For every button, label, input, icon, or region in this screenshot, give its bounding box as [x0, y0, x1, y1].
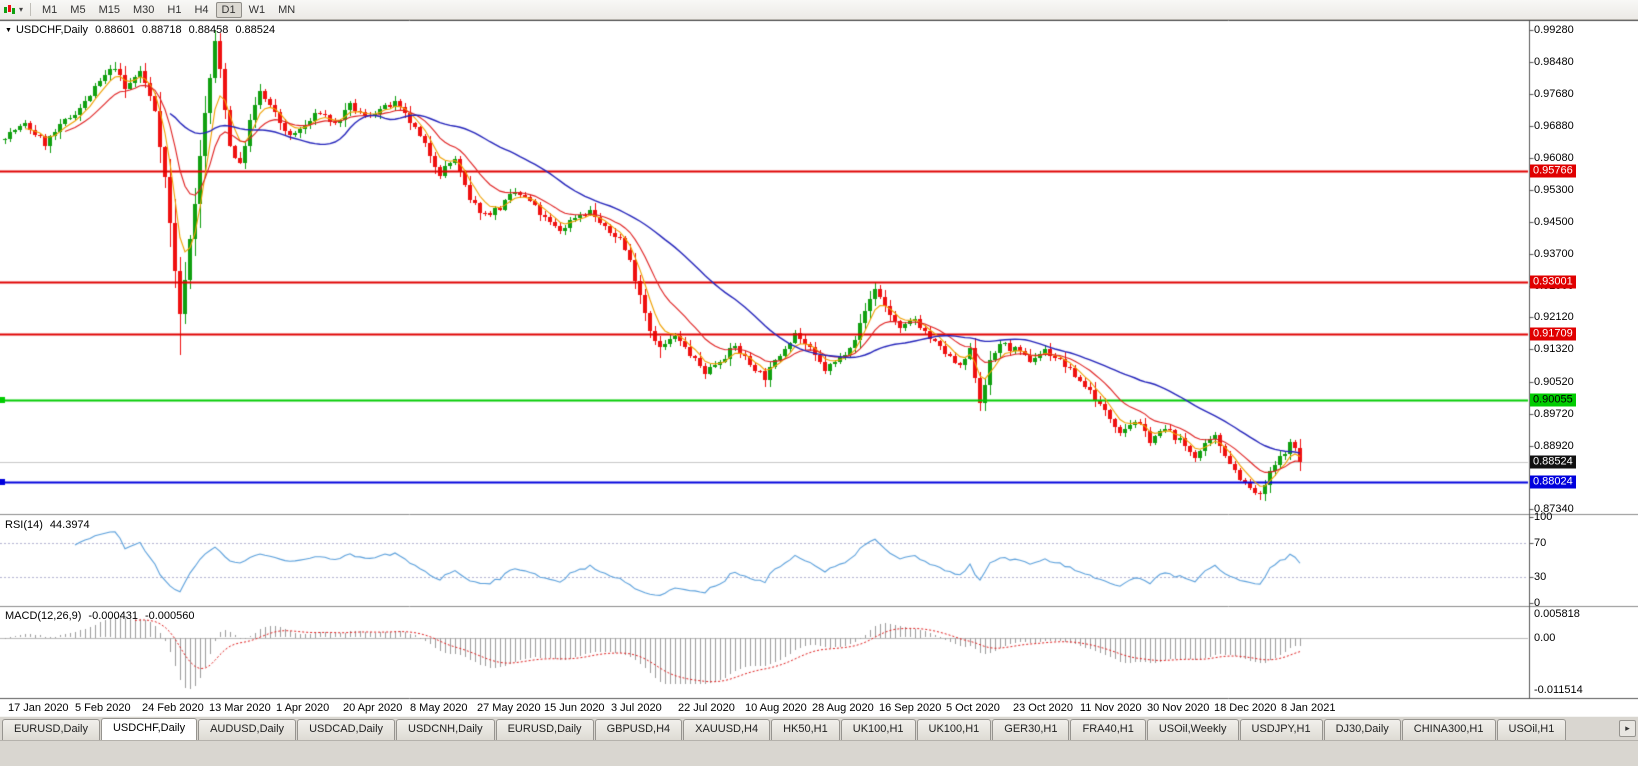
price-axis-label: 0.97680: [1534, 88, 1574, 101]
date-label: 24 Feb 2020: [142, 702, 204, 714]
chart-header: ▼ USDCHF,Daily 0.88601 0.88718 0.88458 0.8852…: [5, 24, 275, 36]
current-price-tag: 0.88524: [1530, 455, 1576, 469]
hline-price-tag[interactable]: 0.90055: [1530, 393, 1576, 407]
date-label: 13 Mar 2020: [209, 702, 271, 714]
chart-tab-usoil-weekly[interactable]: USOil,Weekly: [1146, 719, 1239, 740]
ohlc-open: 0.88601: [95, 24, 135, 36]
timeframe-button-m1[interactable]: M1: [42, 3, 58, 16]
macd-axis-label: 0.00: [1534, 631, 1556, 644]
rsi-axis-label: 100: [1534, 511, 1553, 523]
symbol-dropdown-icon[interactable]: ▼: [5, 27, 12, 34]
price-axis-label: 0.99280: [1534, 24, 1574, 37]
toolbar-separator: [30, 3, 32, 16]
price-axis-label: 0.93700: [1534, 247, 1574, 260]
date-label: 5 Oct 2020: [946, 702, 1000, 714]
timeframe-button-m15[interactable]: M15: [98, 3, 120, 16]
chart-tab-usoil-h1[interactable]: USOil,H1: [1496, 719, 1567, 740]
price-axis-label: 0.96080: [1534, 152, 1574, 165]
macd-name: MACD(12,26,9): [5, 610, 82, 622]
date-label: 8 Jan 2021: [1281, 702, 1336, 714]
macd-value: -0.000431: [88, 610, 138, 622]
date-label: 28 Aug 2020: [812, 702, 874, 714]
date-label: 5 Feb 2020: [75, 702, 131, 714]
chart-tab-gbpusd-h4[interactable]: GBPUSD,H4: [594, 719, 683, 740]
date-label: 27 May 2020: [477, 702, 541, 714]
chart-tab-xauusd-h4[interactable]: XAUUSD,H4: [683, 719, 771, 740]
timeframe-button-m30[interactable]: M30: [132, 3, 155, 16]
date-label: 8 May 2020: [410, 702, 468, 714]
chart-tab-hk50-h1[interactable]: HK50,H1: [771, 719, 840, 740]
chart-area: ▼ USDCHF,Daily 0.88601 0.88718 0.88458 0.8852…: [0, 20, 1638, 702]
chart-tab-dj30-daily[interactable]: DJ30,Daily: [1323, 719, 1401, 740]
price-axis-label: 0.89720: [1534, 407, 1574, 420]
chart-tab-usdcad-daily[interactable]: USDCAD,Daily: [297, 719, 396, 740]
status-bar: [0, 740, 1638, 766]
chart-tab-usdjpy-h1[interactable]: USDJPY,H1: [1239, 719, 1323, 740]
timeframe-button-h4[interactable]: H4: [194, 3, 209, 16]
timeframe-buttons-group: M1 M5 M15 M30 H1 H4 D1 W1 MN: [36, 1, 301, 18]
date-label: 23 Oct 2020: [1013, 702, 1073, 714]
macd-axis-label: -0.011514: [1534, 684, 1583, 696]
timeframe-toolbar: ▾ M1 M5 M15 M30 H1 H4 D1 W1 MN: [0, 0, 1638, 20]
date-label: 11 Nov 2020: [1080, 702, 1142, 714]
date-label: 22 Jul 2020: [678, 702, 735, 714]
ohlc-high: 0.88718: [141, 24, 182, 36]
date-label: 16 Sep 2020: [879, 702, 942, 714]
price-axis-label: 0.98480: [1534, 56, 1574, 69]
chart-tab-china300-h1[interactable]: CHINA300,H1: [1401, 719, 1496, 740]
chart-tab-uk100-h1[interactable]: UK100,H1: [840, 719, 916, 740]
timeframe-button-d1[interactable]: D1: [215, 1, 242, 18]
macd-axis-label: 0.005818: [1534, 608, 1580, 620]
macd-signal-value: -0.000560: [144, 610, 195, 622]
chart-tab-usdchf-daily[interactable]: USDCHF,Daily: [100, 718, 198, 740]
date-label: 18 Dec 2020: [1214, 702, 1277, 714]
hline-price-tag[interactable]: 0.95766: [1530, 164, 1576, 178]
rsi-axis-label: 0: [1534, 597, 1541, 609]
chart-symbol-label: USDCHF,Daily: [15, 24, 89, 36]
timeframe-button-w1[interactable]: W1: [248, 3, 266, 16]
chart-canvas[interactable]: [0, 20, 1638, 702]
hline-price-tag[interactable]: 0.91709: [1530, 327, 1576, 341]
chart-tab-fra40-h1[interactable]: FRA40,H1: [1070, 719, 1146, 740]
chart-type-icon[interactable]: [3, 4, 17, 16]
chart-tab-audusd-daily[interactable]: AUDUSD,Daily: [198, 719, 297, 740]
hline-price-tag[interactable]: 0.93001: [1530, 275, 1576, 289]
rsi-indicator-label: RSI(14) 44.3974: [5, 519, 90, 531]
tab-scroll-right-button[interactable]: ▸: [1619, 720, 1636, 737]
price-axis-label: 0.87340: [1534, 503, 1574, 516]
rsi-value: 44.3974: [49, 519, 90, 531]
rsi-axis-label: 70: [1534, 536, 1547, 549]
chart-tab-uk100-h1[interactable]: UK100,H1: [916, 719, 992, 740]
hline-price-tag[interactable]: 0.88024: [1530, 475, 1576, 489]
chart-tab-ger30-h1[interactable]: GER30,H1: [992, 719, 1070, 740]
time-axis: 17 Jan 2020 5 Feb 2020 24 Feb 2020 13 Mar 2…: [0, 702, 1638, 716]
timeframe-button-m5[interactable]: M5: [70, 3, 86, 16]
date-label: 20 Apr 2020: [343, 702, 403, 714]
price-axis-label: 0.95300: [1534, 183, 1574, 196]
ohlc-low: 0.88458: [188, 24, 229, 36]
chart-tabs-bar: EURUSD,Daily USDCHF,Daily AUDUSD,Daily USDC…: [0, 716, 1638, 740]
macd-indicator-label: MACD(12,26,9) -0.000431 -0.000560: [5, 610, 195, 622]
rsi-axis-label: 30: [1534, 571, 1547, 584]
ohlc-close: 0.88524: [235, 24, 276, 36]
price-axis-label: 0.96880: [1534, 120, 1574, 133]
price-axis-label: 0.90520: [1534, 375, 1574, 388]
chart-tab-eurusd-daily[interactable]: EURUSD,Daily: [495, 719, 594, 740]
date-label: 15 Jun 2020: [544, 702, 605, 714]
date-label: 10 Aug 2020: [745, 702, 807, 714]
chart-tab-usdcnh-daily[interactable]: USDCNH,Daily: [396, 719, 495, 740]
date-label: 17 Jan 2020: [8, 702, 69, 714]
date-label: 30 Nov 2020: [1147, 702, 1210, 714]
price-axis-label: 0.92120: [1534, 311, 1574, 324]
price-axis-label: 0.88920: [1534, 439, 1574, 452]
chart-type-dropdown-icon[interactable]: ▾: [19, 5, 24, 14]
chart-tab-eurusd-daily[interactable]: EURUSD,Daily: [2, 719, 100, 740]
date-label: 1 Apr 2020: [276, 702, 330, 714]
timeframe-button-mn[interactable]: MN: [278, 3, 296, 16]
timeframe-button-h1[interactable]: H1: [167, 3, 182, 16]
price-axis-label: 0.94500: [1534, 215, 1574, 228]
rsi-name: RSI(14): [5, 519, 43, 531]
date-label: 3 Jul 2020: [611, 702, 662, 714]
price-axis-label: 0.91320: [1534, 343, 1574, 356]
